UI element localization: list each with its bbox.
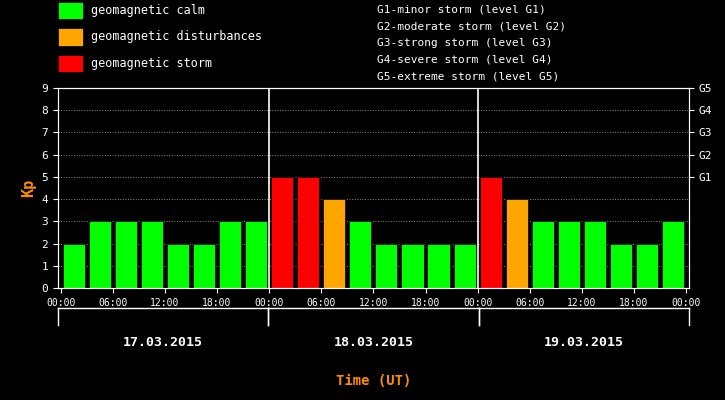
Text: 19.03.2015: 19.03.2015 — [544, 336, 624, 349]
Text: geomagnetic disturbances: geomagnetic disturbances — [91, 30, 262, 44]
FancyBboxPatch shape — [58, 54, 83, 72]
Y-axis label: Kp: Kp — [21, 179, 36, 197]
Bar — [479, 177, 502, 288]
Text: Time (UT): Time (UT) — [336, 374, 411, 388]
Bar — [610, 244, 632, 288]
Bar — [219, 221, 241, 288]
FancyBboxPatch shape — [58, 2, 83, 19]
Text: G4-severe storm (level G4): G4-severe storm (level G4) — [377, 54, 552, 64]
Bar — [584, 221, 606, 288]
Text: geomagnetic storm: geomagnetic storm — [91, 57, 212, 70]
Bar — [167, 244, 189, 288]
Bar — [193, 244, 215, 288]
Bar — [558, 221, 580, 288]
Bar — [245, 221, 268, 288]
Bar — [662, 221, 684, 288]
Bar — [505, 199, 528, 288]
Bar — [376, 244, 397, 288]
Text: geomagnetic calm: geomagnetic calm — [91, 4, 204, 17]
Bar — [349, 221, 371, 288]
Text: G1-minor storm (level G1): G1-minor storm (level G1) — [377, 4, 546, 14]
Text: 18.03.2015: 18.03.2015 — [334, 336, 413, 349]
Text: G5-extreme storm (level G5): G5-extreme storm (level G5) — [377, 71, 559, 81]
Bar — [402, 244, 423, 288]
Bar — [636, 244, 658, 288]
Bar — [531, 221, 554, 288]
Bar — [62, 244, 85, 288]
Bar — [323, 199, 345, 288]
Text: G2-moderate storm (level G2): G2-moderate storm (level G2) — [377, 21, 566, 31]
FancyBboxPatch shape — [58, 28, 83, 46]
Bar — [141, 221, 163, 288]
Bar — [454, 244, 476, 288]
Text: 17.03.2015: 17.03.2015 — [123, 336, 203, 349]
Bar — [88, 221, 111, 288]
Bar — [428, 244, 450, 288]
Bar — [115, 221, 137, 288]
Bar — [297, 177, 319, 288]
Text: G3-strong storm (level G3): G3-strong storm (level G3) — [377, 38, 552, 48]
Bar — [271, 177, 293, 288]
